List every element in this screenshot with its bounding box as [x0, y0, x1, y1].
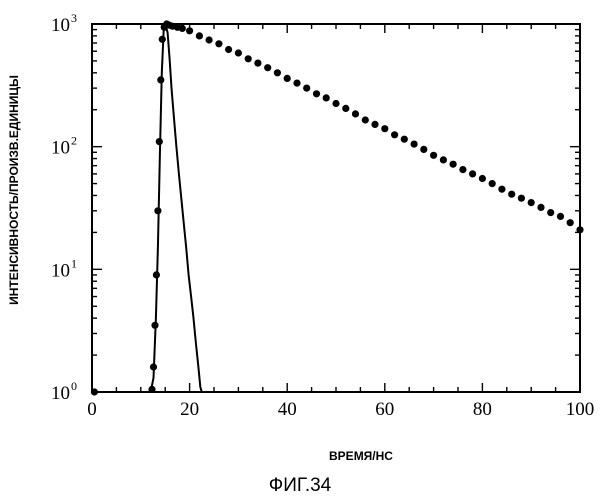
- data-point: [150, 363, 157, 370]
- data-point: [157, 76, 164, 83]
- data-point: [332, 100, 339, 107]
- x-tick-label: 60: [375, 399, 394, 420]
- x-tick-label: 80: [473, 399, 492, 420]
- data-point: [293, 80, 300, 87]
- data-point: [159, 36, 166, 43]
- x-tick-labels: 0 20 40 60 80 100: [87, 399, 594, 420]
- data-point: [498, 186, 505, 193]
- data-point: [450, 161, 457, 168]
- y-tick-exponent: 2: [71, 134, 77, 148]
- data-point: [547, 209, 554, 216]
- data-point: [440, 156, 447, 163]
- data-point: [148, 386, 155, 393]
- y-tick-exponent: 3: [71, 11, 77, 25]
- y-tick-labels: 100101102103: [51, 11, 77, 404]
- x-tick-label: 40: [278, 399, 297, 420]
- data-point: [215, 40, 222, 47]
- y-tick-exponent: 1: [71, 256, 77, 270]
- data-point: [225, 46, 232, 53]
- data-point: [186, 27, 193, 34]
- data-point: [274, 69, 281, 76]
- data-point: [567, 219, 574, 226]
- x-axis-title: ВРЕМЯ/НС: [329, 449, 393, 463]
- data-point: [557, 213, 564, 220]
- data-point: [362, 116, 369, 123]
- data-point: [459, 166, 466, 173]
- data-point: [179, 25, 186, 32]
- y-tick-label: 10: [51, 383, 70, 404]
- data-point: [537, 204, 544, 211]
- data-point: [411, 141, 418, 148]
- plot-frame: [92, 24, 580, 392]
- data-point: [323, 94, 330, 101]
- y-axis-title: ИНТЕНСИВНОСТЬ/ПРОИЗВ.ЕДИНИЦЫ: [7, 75, 21, 305]
- data-point: [235, 49, 242, 56]
- axis-ticks: [92, 24, 580, 392]
- data-point: [156, 138, 163, 145]
- data-point: [381, 125, 388, 132]
- data-point: [154, 207, 161, 214]
- y-tick-label: 10: [51, 15, 70, 36]
- data-point: [528, 199, 535, 206]
- figure-caption: ФИГ.34: [269, 475, 332, 496]
- data-point: [401, 136, 408, 143]
- data-point: [576, 226, 583, 233]
- data-point: [371, 121, 378, 128]
- y-tick-exponent: 0: [71, 379, 77, 393]
- data-point: [518, 195, 525, 202]
- data-point: [342, 105, 349, 112]
- data-point: [479, 175, 486, 182]
- data-point: [245, 55, 252, 62]
- data-point: [151, 322, 158, 329]
- data-point: [264, 64, 271, 71]
- data-point: [206, 36, 213, 43]
- x-tick-label: 100: [566, 399, 595, 420]
- data-point: [196, 32, 203, 39]
- data-point-series: [91, 20, 584, 395]
- data-point: [489, 180, 496, 187]
- y-tick-label: 10: [51, 260, 70, 281]
- data-point: [391, 131, 398, 138]
- data-point: [430, 152, 437, 159]
- x-tick-label: 0: [87, 399, 97, 420]
- x-tick-label: 20: [180, 399, 199, 420]
- data-point: [153, 271, 160, 278]
- data-point: [469, 170, 476, 177]
- data-point: [91, 388, 98, 395]
- data-point: [420, 146, 427, 153]
- data-point: [352, 110, 359, 117]
- data-point: [313, 90, 320, 97]
- data-point: [508, 191, 515, 198]
- y-tick-label: 10: [51, 138, 70, 159]
- data-point: [254, 60, 261, 67]
- data-point: [284, 75, 291, 82]
- data-point: [303, 85, 310, 92]
